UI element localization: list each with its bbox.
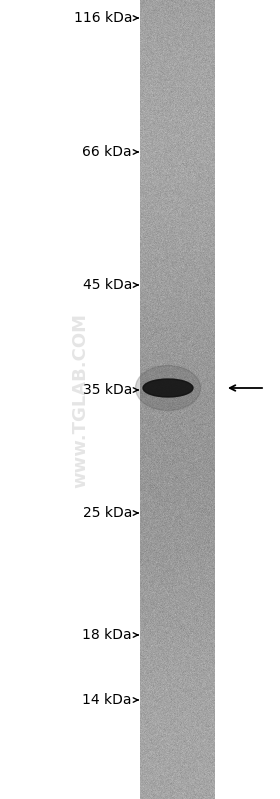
Text: 66 kDa: 66 kDa bbox=[82, 145, 132, 159]
Text: www.TGLAB.COM: www.TGLAB.COM bbox=[71, 312, 89, 487]
Bar bbox=[140, 0, 215, 799]
Ellipse shape bbox=[143, 379, 193, 397]
Text: 14 kDa: 14 kDa bbox=[83, 693, 132, 707]
Ellipse shape bbox=[136, 365, 200, 411]
Text: 18 kDa: 18 kDa bbox=[82, 628, 132, 642]
Text: 25 kDa: 25 kDa bbox=[83, 506, 132, 520]
Text: 45 kDa: 45 kDa bbox=[83, 278, 132, 292]
Text: 35 kDa: 35 kDa bbox=[83, 383, 132, 397]
Text: 116 kDa: 116 kDa bbox=[73, 11, 132, 25]
